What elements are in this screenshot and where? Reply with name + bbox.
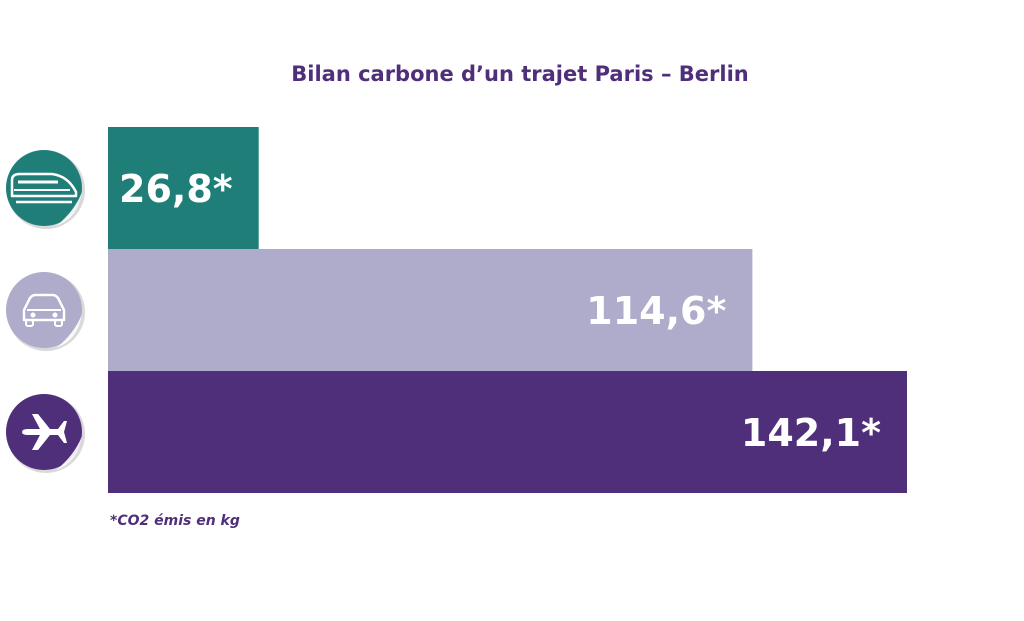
bar-plane [108,371,907,493]
footnote: *CO2 émis en kg [110,513,240,529]
bar-car [108,249,753,371]
value-label-plane: 142,1* [741,411,881,455]
icons-layer [6,150,85,473]
plane-icon [6,394,85,473]
value-label-car: 114,6* [586,289,726,333]
chart-title: Bilan carbone d’un trajet Paris – Berlin [291,62,749,86]
bars-layer [108,127,907,493]
value-labels-layer: 26,8* 114,6* 142,1* [119,167,881,455]
car-icon [6,272,85,351]
train-icon [6,150,85,229]
value-label-train: 26,8* [119,167,233,211]
bar-train [108,127,259,249]
